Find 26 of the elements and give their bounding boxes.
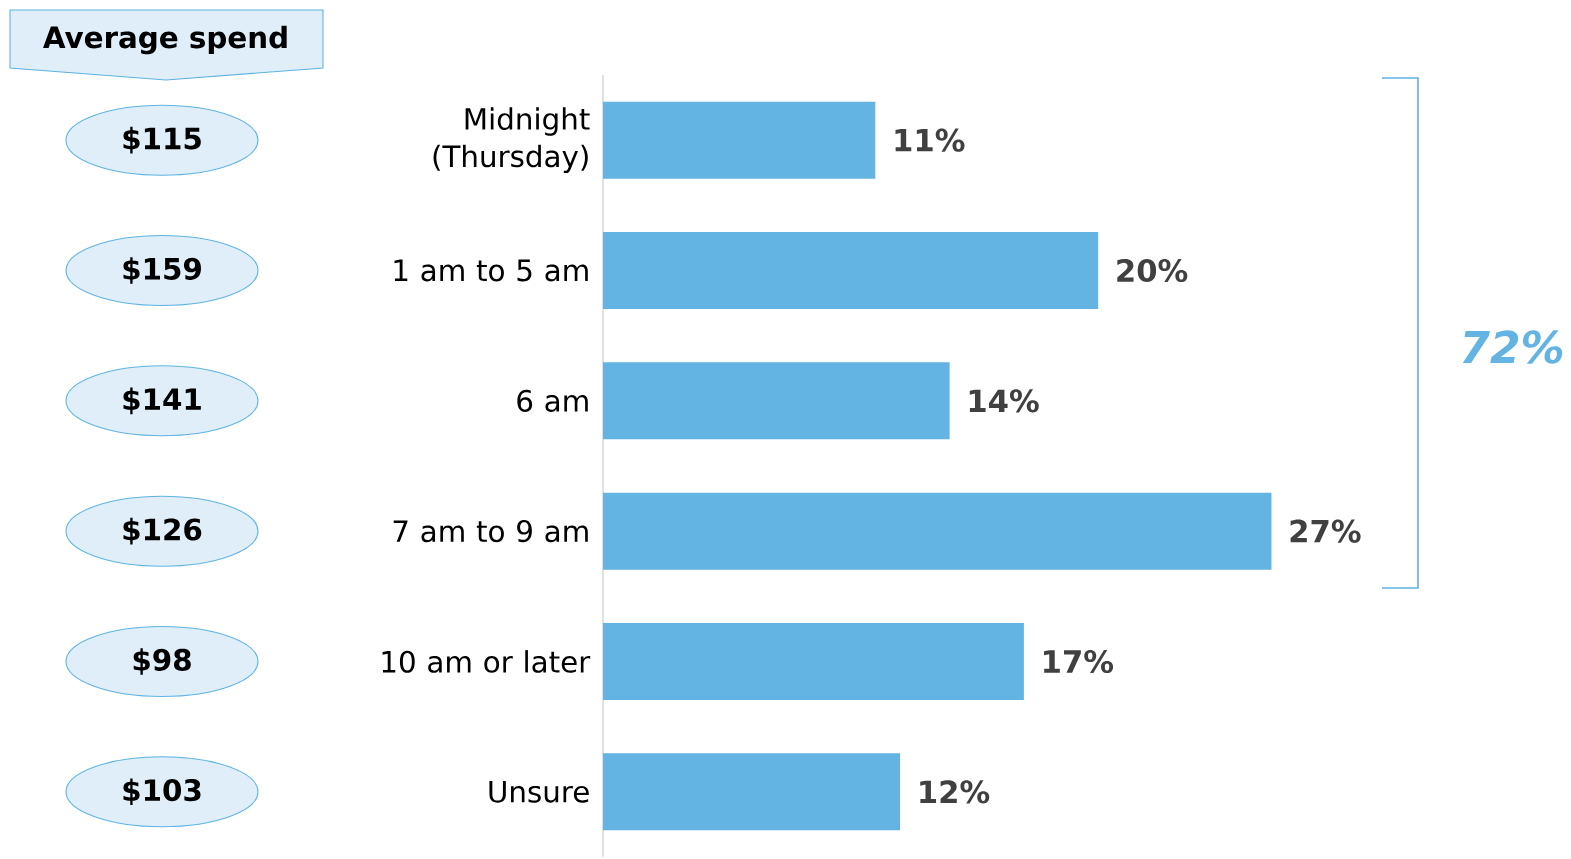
bar <box>603 623 1024 700</box>
bar <box>603 492 1272 570</box>
text: $159 <box>123 257 201 284</box>
y-tick-label: 7 am to 9 am <box>393 520 588 543</box>
bar <box>603 362 950 440</box>
data-label: 20% <box>1117 258 1188 283</box>
data-label: 17% <box>1044 649 1114 674</box>
bar <box>603 101 876 179</box>
data-label: 12% <box>920 780 990 804</box>
text: $103 <box>123 778 201 806</box>
text: $98 <box>133 648 191 675</box>
y-tick-label: Unsure <box>489 780 589 803</box>
data-label: 11% <box>895 128 965 152</box>
y-tick-label: Midnight (Thursday) <box>433 107 590 174</box>
y-tick-label: 10 am or later <box>382 650 591 673</box>
data-label: 14% <box>969 389 1039 413</box>
text: Average spend <box>43 25 287 55</box>
bar <box>603 232 1099 309</box>
text: 72% <box>1462 330 1563 364</box>
y-tick-label: 6 am <box>517 389 588 412</box>
data-label: 27% <box>1290 519 1361 543</box>
y-tick-label: 1 am to 5 am <box>394 259 588 282</box>
text: $115 <box>123 126 201 154</box>
text: $141 <box>123 387 201 415</box>
bar <box>603 753 901 831</box>
text: $126 <box>123 517 202 545</box>
